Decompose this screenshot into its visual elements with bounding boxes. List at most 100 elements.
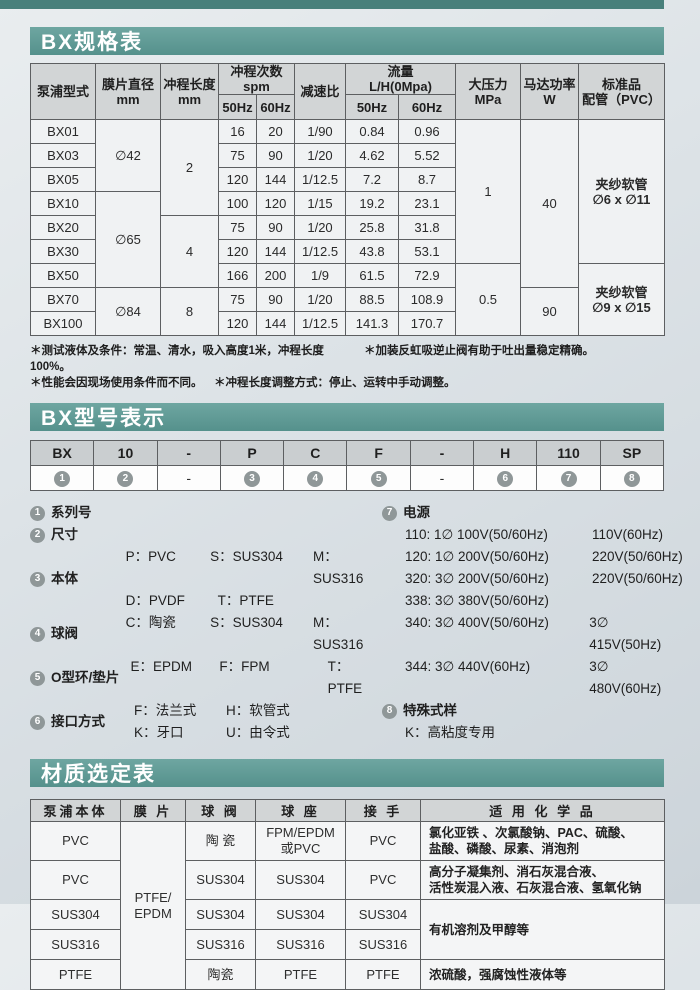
model-code-table: BX 10 - P C F - H 110 SP 1 2 - 3 4 5 - 6… — [29, 440, 665, 491]
cell-flow50: 19.2 — [345, 191, 400, 216]
top-accent-strip — [0, 0, 664, 9]
cell-flow60: 72.9 — [398, 263, 457, 288]
material-header-row: 泵浦本体 膜 片 球 阀 球 座 接 手 适 用 化 学 品 — [30, 799, 665, 822]
legend-valve-label: 球阀 — [51, 626, 78, 641]
cell-flow50: 7.2 — [345, 167, 400, 192]
cell-spm60: 90 — [255, 215, 296, 240]
cell-model: BX01 — [30, 119, 96, 144]
col-header-ball-valve: 球 阀 — [185, 799, 256, 822]
spec-row-bx50: BX50 166 200 1/9 61.5 72.9 0.5 夹纱软管 ∅9 x… — [30, 263, 666, 336]
position-4-circle: 4 — [307, 470, 324, 487]
cell-spm50: 120 — [218, 311, 257, 336]
model-section-title-bar: BX型号表示 — [30, 403, 664, 431]
cell-joint: SUS316 — [345, 929, 421, 960]
cell-flow60: 8.7 — [398, 167, 457, 192]
power-120-primary: 120: 1∅ 200V(50/60Hz) — [405, 549, 549, 564]
position-cell: 1 — [29, 465, 95, 491]
valve-option-sus304: S：SUS304 — [210, 615, 283, 630]
cell-pump-body: PVC — [30, 821, 121, 861]
body-option-pvc: P：PVC — [125, 549, 176, 564]
col-header-piping: 标准品 配管（PVC） — [578, 63, 666, 120]
spec-section-title-bar: BX规格表 — [30, 27, 664, 55]
connection-option-flange: F：法兰式 — [134, 703, 197, 718]
spec-header-row-1: 泵浦型式 膜片直径 mm 冲程长度 mm 冲程次数 spm 减速比 流量 L/H… — [30, 63, 666, 120]
body-option-sus304: S：SUS304 — [210, 549, 283, 564]
col-header-power: 马达功率 W — [520, 63, 580, 120]
position-cell: 2 — [93, 465, 158, 491]
cell-ball-valve: SUS304 — [185, 899, 256, 930]
power-option-row: 110: 1∅ 100V(50/60Hz) 110V(60Hz) — [382, 524, 683, 546]
cell-stroke: 8 — [160, 287, 219, 336]
power-option-row: 340: 3∅ 400V(50/60Hz) 3∅ 415V(50Hz) — [382, 612, 683, 656]
col-header-spm: 冲程次数 spm — [217, 63, 296, 95]
cell-stroke: 4 — [160, 215, 219, 288]
cell-stroke: 2 — [160, 119, 219, 216]
oring-option-ptfe: T：PTFE — [327, 659, 363, 696]
spec-row-bx70: BX70 ∅84 8 75 90 1/20 88.5 108.9 90 — [30, 287, 665, 336]
cell-chemicals: 氯化亚铁 、次氯酸钠、PAC、硫酸、 盐酸、磷酸、尿素、消泡剂 — [420, 821, 665, 861]
legend-3-circle: 3 — [30, 571, 45, 587]
col-header-flow-50hz: 50Hz — [345, 94, 400, 120]
col-header-spm-60hz: 60Hz — [255, 94, 296, 120]
cell-model: BX30 — [30, 239, 96, 264]
position-cell: - — [156, 465, 221, 491]
col-header-pressure: 大压力 MPa — [455, 63, 522, 120]
cell-spm60: 144 — [255, 311, 296, 336]
cell-flow60: 23.1 — [398, 191, 457, 216]
cell-power: 90 — [520, 287, 580, 336]
model-position-row: 1 2 - 3 4 5 - 6 7 8 — [29, 465, 665, 491]
cell-ratio: 1/9 — [294, 263, 347, 288]
special-option-high-viscosity: K：高粘度专用 — [405, 725, 496, 740]
position-8-circle: 8 — [623, 470, 640, 487]
legend-item-power: 7 电源 — [382, 502, 683, 524]
cell-ratio: 1/12.5 — [294, 167, 347, 192]
cell-ratio: 1/15 — [294, 191, 347, 216]
legend-item-valve: 4 球阀 C：陶瓷 S：SUS304 M：SUS316 — [30, 612, 382, 656]
legend-item-connection: 6 接口方式 F：法兰式 H：软管式 K：牙口 U：由令式 — [30, 700, 382, 744]
spec-row-bx100: BX100 120 144 1/12.5 141.3 170.7 — [30, 311, 665, 336]
legend-left-column: 1 系列号 2 尺寸 3 本体 P：PVC S：SUS304 — [30, 502, 382, 744]
cell-pump-body: SUS316 — [30, 929, 121, 960]
spec-footnotes: ＊测试液体及条件：常温、清水，吸入高度1米，冲程长度100%。 ＊加装反虹吸逆止… — [30, 343, 664, 391]
legend-series-label: 系列号 — [51, 505, 92, 520]
col-header-diaphragm: 膜 片 — [120, 799, 186, 822]
code-power: 110 — [536, 440, 601, 466]
position-5-circle: 5 — [370, 470, 387, 487]
spec-header-row-2: 50Hz 60Hz 50Hz 60Hz — [31, 94, 665, 120]
legend-oring-label: O型环/垫片 — [51, 670, 120, 685]
cell-diaphragm: ∅65 — [95, 191, 161, 288]
cell-model: BX20 — [30, 215, 96, 240]
cell-flow60: 53.1 — [398, 239, 457, 264]
cell-ball-seat: SUS304 — [255, 860, 346, 900]
code-special: SP — [599, 440, 665, 466]
valve-option-sus316: M：SUS316 — [313, 615, 364, 652]
cell-ball-valve: 陶瓷 — [185, 959, 256, 990]
cell-flow50: 4.62 — [345, 143, 400, 168]
legend-size-label: 尺寸 — [51, 527, 78, 542]
power-320-alt: 220V(50/60Hz) — [592, 571, 683, 586]
spec-row-bx05: BX05 120 144 1/12.5 7.2 8.7 — [30, 167, 665, 192]
cell-spm50: 75 — [218, 143, 257, 168]
spec-row-bx20: BX20 4 75 90 1/20 25.8 31.8 — [30, 215, 665, 288]
position-cell: 8 — [599, 465, 665, 491]
cell-piping: 夹纱软管 ∅6 x ∅11 — [578, 119, 666, 264]
cell-chemicals: 浓硫酸，强腐蚀性液体等 — [420, 959, 665, 990]
footnote-line-1: ＊测试液体及条件：常温、清水，吸入高度1米，冲程长度100%。 ＊加装反虹吸逆止… — [30, 343, 664, 375]
legend-6-circle: 6 — [30, 714, 45, 730]
connection-option-thread: K：牙口 — [134, 725, 184, 740]
cell-spm60: 144 — [255, 167, 296, 192]
cell-ratio: 1/12.5 — [294, 311, 347, 336]
footnote-test-conditions: ＊测试液体及条件：常温、清水，吸入高度1米，冲程长度100%。 — [30, 345, 324, 373]
cell-spm60: 144 — [255, 239, 296, 264]
cell-joint: SUS304 — [345, 899, 421, 930]
cell-flow50: 0.84 — [345, 119, 400, 144]
legend-item-special: 8 特殊式样 — [382, 700, 683, 722]
power-option-row: 320: 3∅ 200V(50/60Hz) 220V(50/60Hz) — [382, 568, 683, 590]
position-cell: 7 — [536, 465, 601, 491]
model-legend: 1 系列号 2 尺寸 3 本体 P：PVC S：SUS304 — [30, 502, 683, 744]
spec-row-bx10: BX10 ∅65 100 120 1/15 19.2 23.1 — [30, 191, 665, 288]
power-320-primary: 320: 3∅ 200V(50/60Hz) — [405, 571, 549, 586]
cell-ball-seat: SUS304 — [255, 899, 346, 930]
cell-ball-valve: SUS304 — [185, 860, 256, 900]
